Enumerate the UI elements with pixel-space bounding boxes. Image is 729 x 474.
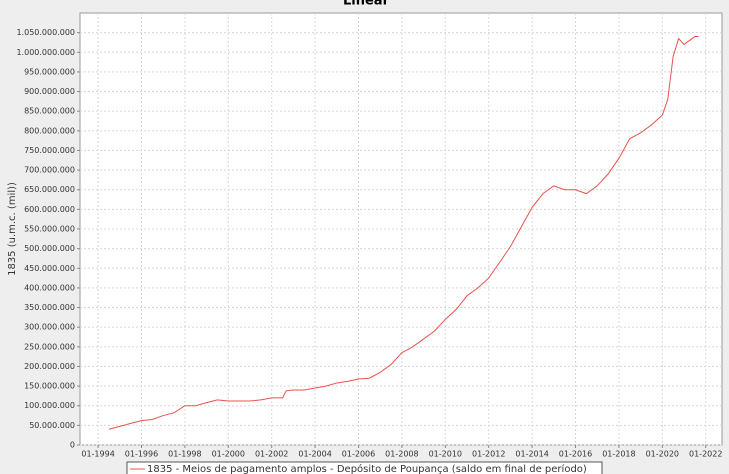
y-tick-label: 650.000.000 <box>24 185 75 194</box>
x-tick-label: 01-2020 <box>646 450 679 459</box>
y-tick-label: 800.000.000 <box>24 126 75 135</box>
y-tick-label: 400.000.000 <box>24 283 75 292</box>
y-tick-label: 300.000.000 <box>24 323 75 332</box>
y-tick-label: 1.000.000.000 <box>16 48 75 57</box>
y-tick-label: 500.000.000 <box>24 244 75 253</box>
series-line <box>108 36 699 430</box>
legend-label: 1835 - Meios de pagamento amplos - Depós… <box>147 463 587 474</box>
y-tick-label: 250.000.000 <box>24 342 75 351</box>
y-tick-label: 950.000.000 <box>24 67 75 76</box>
x-tick-label: 01-2012 <box>472 450 505 459</box>
x-tick-label: 01-2010 <box>429 450 462 459</box>
x-tick-label: 01-2014 <box>515 450 548 459</box>
legend-box <box>126 461 603 474</box>
y-tick-label: 550.000.000 <box>24 225 75 234</box>
y-tick-label: 1.050.000.000 <box>16 28 75 37</box>
y-tick-label: 700.000.000 <box>24 166 75 175</box>
x-tick-label: 01-2018 <box>602 450 635 459</box>
x-tick-label: 01-1996 <box>125 450 158 459</box>
y-tick-label: 600.000.000 <box>24 205 75 214</box>
y-tick-label: 750.000.000 <box>24 146 75 155</box>
y-tick-label: 450.000.000 <box>24 264 75 273</box>
y-tick-label: 50.000.000 <box>29 421 75 430</box>
x-tick-label: 01-2002 <box>255 450 288 459</box>
y-tick-label: 350.000.000 <box>24 303 75 312</box>
x-tick-label: 01-2000 <box>212 450 245 459</box>
x-tick-label: 01-2004 <box>298 450 331 459</box>
x-tick-label: 01-2008 <box>385 450 418 459</box>
y-tick-label: 0 <box>70 441 75 450</box>
y-tick-label: 850.000.000 <box>24 107 75 116</box>
y-tick-label: 200.000.000 <box>24 362 75 371</box>
x-tick-label: 01-2016 <box>559 450 592 459</box>
chart-title: Linear <box>343 0 390 9</box>
x-tick-label: 01-1994 <box>81 450 114 459</box>
x-tick-label: 01-2006 <box>342 450 375 459</box>
y-tick-label: 150.000.000 <box>24 382 75 391</box>
x-tick-label: 01-1998 <box>168 450 201 459</box>
x-tick-label: 01-2022 <box>689 450 722 459</box>
y-axis-label: 1835 (u.m.c. (mil)) <box>7 182 18 276</box>
y-tick-label: 100.000.000 <box>24 401 75 410</box>
y-tick-label: 900.000.000 <box>24 87 75 96</box>
